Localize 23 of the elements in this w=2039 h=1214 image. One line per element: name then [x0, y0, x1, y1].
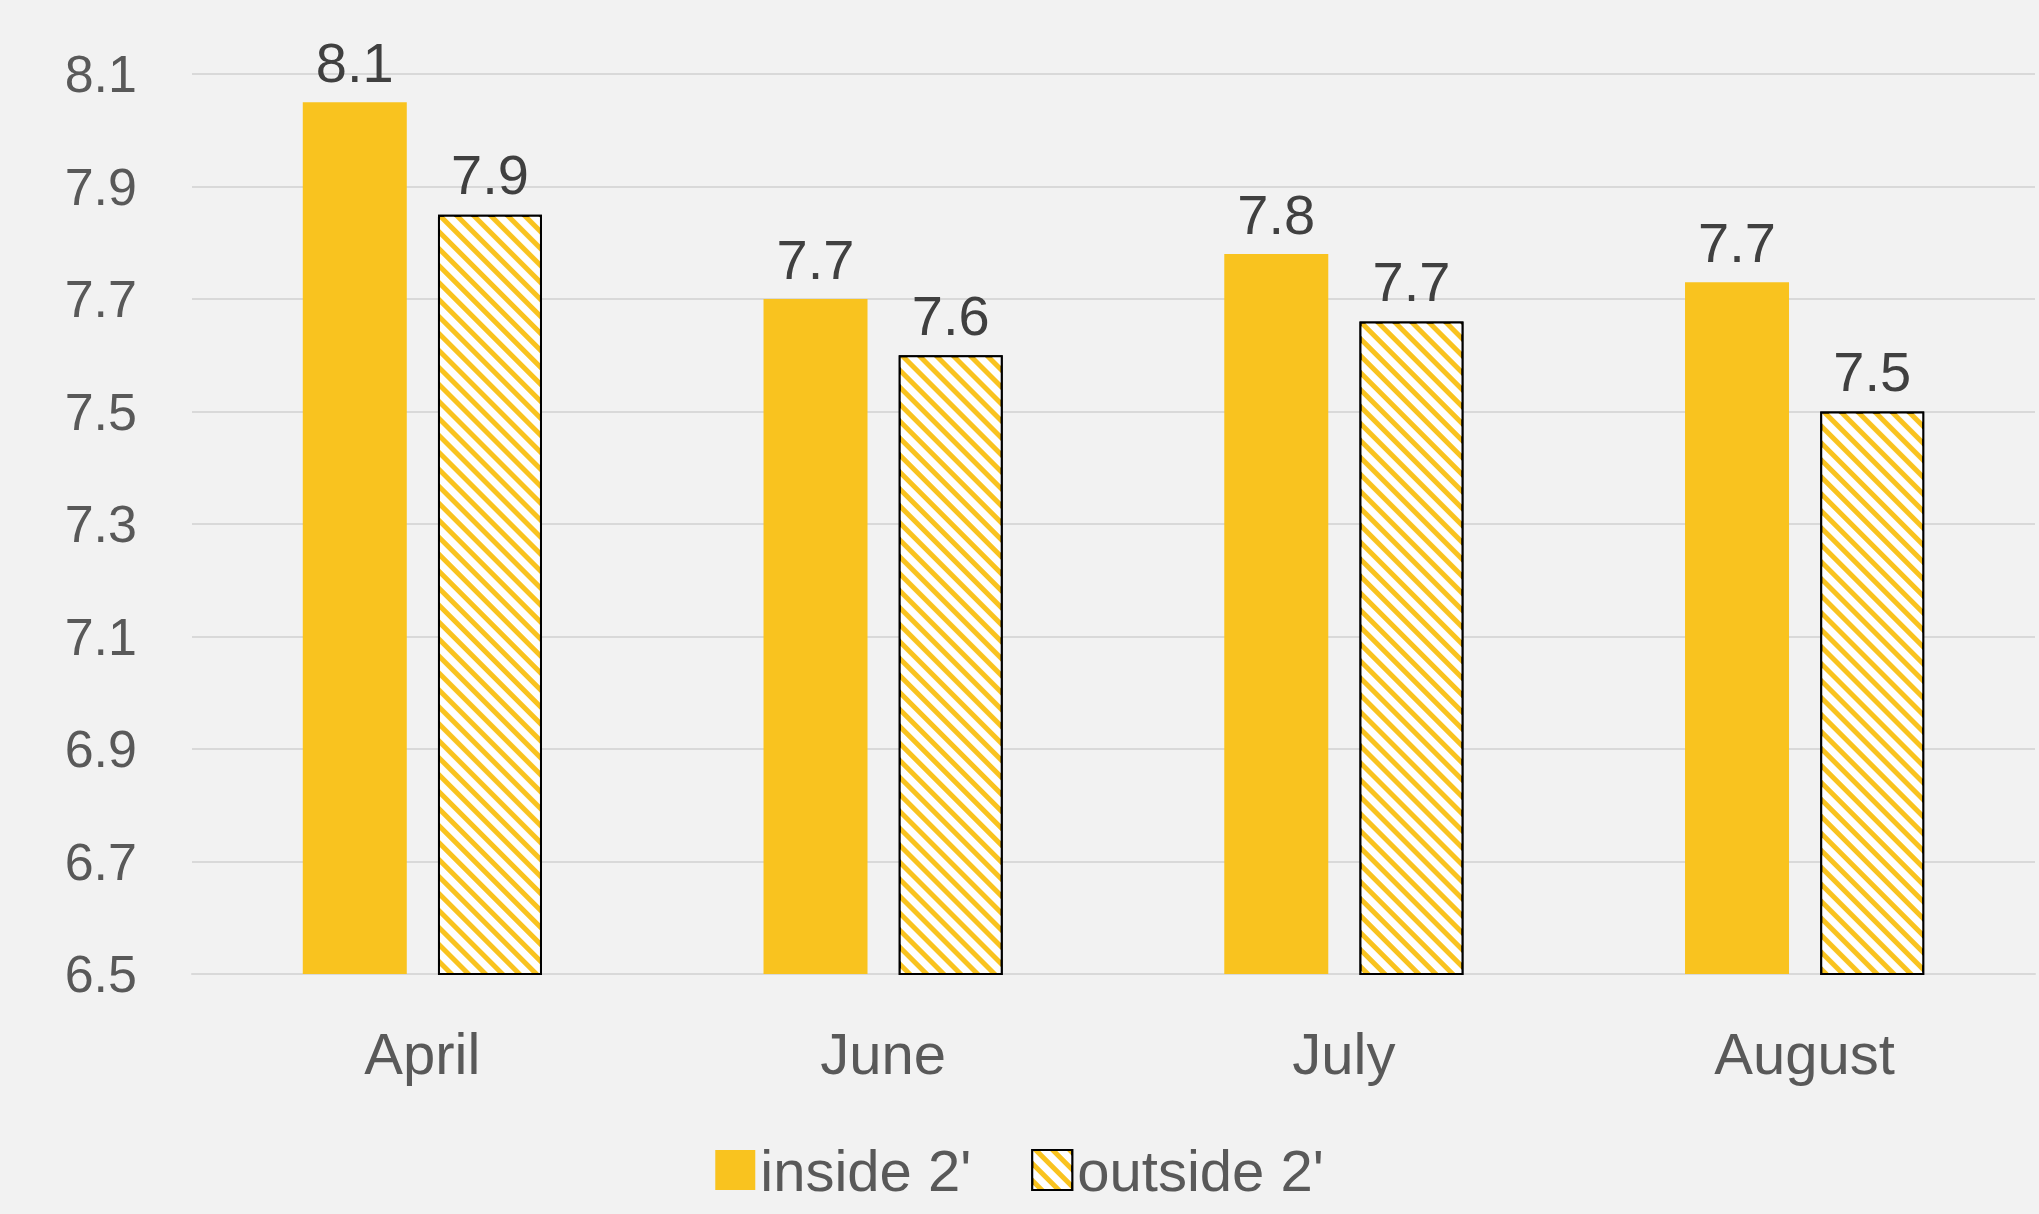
y-tick-label: 7.7	[64, 270, 137, 328]
y-tick-label: 7.9	[64, 157, 137, 216]
data-label: 7.6	[911, 283, 990, 347]
legend-label: outside 2'	[1077, 1137, 1324, 1203]
data-label: 7.7	[1698, 210, 1776, 274]
y-tick-label: 7.5	[64, 382, 137, 441]
data-label: 7.7	[1372, 250, 1451, 313]
x-tick-label: August	[1714, 1020, 1895, 1086]
x-tick-label: April	[364, 1020, 481, 1086]
data-label: 7.9	[451, 143, 529, 207]
y-tick-label: 6.5	[64, 945, 137, 1003]
data-label: 8.1	[315, 30, 394, 94]
y-tick-label: 6.9	[64, 720, 137, 778]
legend-label: inside 2'	[760, 1137, 972, 1203]
y-tick-label: 7.3	[64, 495, 137, 553]
y-tick-label: 7.1	[64, 607, 137, 666]
y-tick-label: 8.1	[64, 45, 137, 103]
y-tick-label: 6.7	[64, 832, 137, 891]
data-label: 7.5	[1833, 340, 1912, 403]
x-tick-label: June	[820, 1020, 947, 1086]
x-tick-label: July	[1292, 1020, 1396, 1086]
data-label: 7.8	[1237, 182, 1316, 246]
data-label: 7.7	[776, 227, 855, 291]
